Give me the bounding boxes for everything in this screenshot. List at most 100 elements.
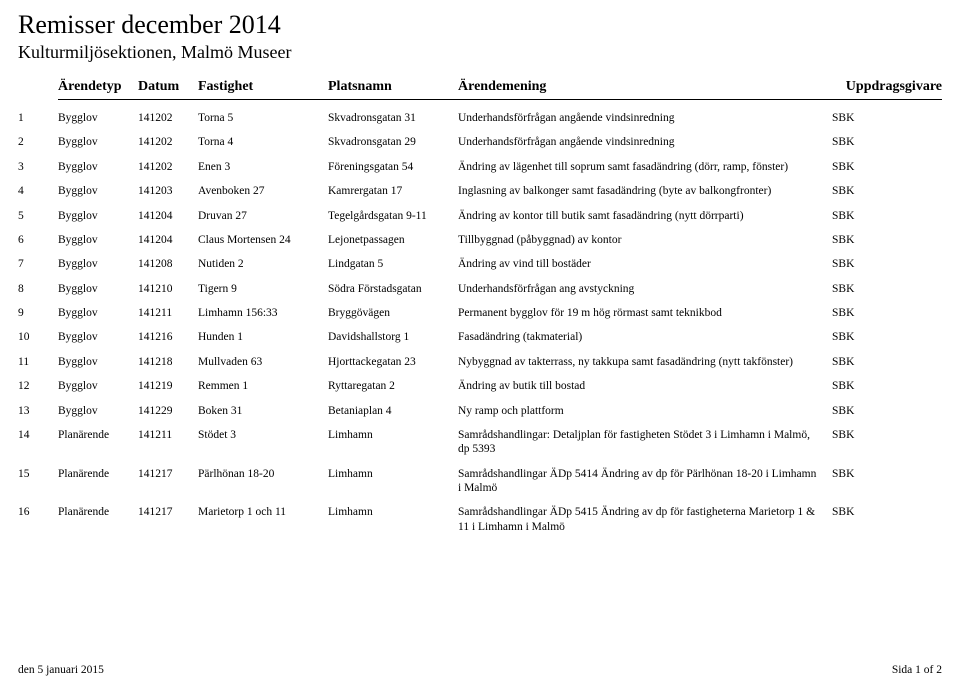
row-description: Samrådshandlingar: Detaljplan för fastig… (458, 428, 828, 457)
row-date: 141229 (138, 404, 198, 418)
row-client: SBK (828, 257, 942, 271)
row-property: Boken 31 (198, 404, 328, 418)
row-place: Tegelgårdsgatan 9-11 (328, 209, 458, 223)
row-number: 5 (18, 209, 58, 223)
row-type: Bygglov (58, 306, 138, 320)
row-place: Limhamn (328, 428, 458, 442)
row-property: Avenboken 27 (198, 184, 328, 198)
row-number: 1 (18, 111, 58, 125)
row-date: 141219 (138, 379, 198, 393)
row-date: 141216 (138, 330, 198, 344)
row-description: Samrådshandlingar ÄDp 5415 Ändring av dp… (458, 505, 828, 534)
row-type: Bygglov (58, 233, 138, 247)
row-date: 141204 (138, 209, 198, 223)
footer-date: den 5 januari 2015 (18, 664, 104, 676)
row-client: SBK (828, 160, 942, 174)
row-description: Fasadändring (takmaterial) (458, 330, 828, 344)
row-place: Hjorttackegatan 23 (328, 355, 458, 369)
row-place: Skvadronsgatan 29 (328, 135, 458, 149)
header-date: Datum (138, 79, 198, 95)
row-type: Bygglov (58, 355, 138, 369)
header-property: Fastighet (198, 79, 328, 95)
table-body: 1Bygglov141202Torna 5Skvadronsgatan 31Un… (18, 106, 942, 539)
row-client: SBK (828, 355, 942, 369)
row-type: Planärende (58, 467, 138, 481)
row-property: Torna 4 (198, 135, 328, 149)
row-property: Nutiden 2 (198, 257, 328, 271)
row-number: 12 (18, 379, 58, 393)
row-place: Föreningsgatan 54 (328, 160, 458, 174)
row-type: Bygglov (58, 160, 138, 174)
row-description: Ändring av butik till bostad (458, 379, 828, 393)
table-row: 6Bygglov141204Claus Mortensen 24Lejonetp… (18, 228, 942, 252)
row-number: 6 (18, 233, 58, 247)
row-date: 141202 (138, 160, 198, 174)
table-row: 5Bygglov141204Druvan 27Tegelgårdsgatan 9… (18, 204, 942, 228)
header-type: Ärendetyp (58, 79, 138, 95)
row-date: 141211 (138, 428, 198, 442)
row-property: Enen 3 (198, 160, 328, 174)
row-client: SBK (828, 404, 942, 418)
row-place: Limhamn (328, 505, 458, 519)
row-description: Ändring av kontor till butik samt fasadä… (458, 209, 828, 223)
row-client: SBK (828, 111, 942, 125)
row-date: 141217 (138, 505, 198, 519)
row-description: Permanent bygglov för 19 m hög rörmast s… (458, 306, 828, 320)
row-number: 11 (18, 355, 58, 369)
row-number: 9 (18, 306, 58, 320)
row-date: 141202 (138, 111, 198, 125)
row-type: Bygglov (58, 209, 138, 223)
page-title: Remisser december 2014 (18, 10, 942, 40)
row-description: Ändring av vind till bostäder (458, 257, 828, 271)
table-row: 7Bygglov141208Nutiden 2Lindgatan 5Ändrin… (18, 252, 942, 276)
row-type: Bygglov (58, 184, 138, 198)
row-number: 15 (18, 467, 58, 481)
row-number: 3 (18, 160, 58, 174)
row-date: 141210 (138, 282, 198, 296)
row-place: Södra Förstadsgatan (328, 282, 458, 296)
row-place: Bryggövägen (328, 306, 458, 320)
table-row: 12Bygglov141219Remmen 1Ryttaregatan 2Änd… (18, 374, 942, 398)
row-number: 10 (18, 330, 58, 344)
row-date: 141204 (138, 233, 198, 247)
row-date: 141203 (138, 184, 198, 198)
row-property: Torna 5 (198, 111, 328, 125)
row-description: Underhandsförfrågan angående vindsinredn… (458, 111, 828, 125)
row-description: Samrådshandlingar ÄDp 5414 Ändring av dp… (458, 467, 828, 496)
row-place: Kamrergatan 17 (328, 184, 458, 198)
row-property: Marietorp 1 och 11 (198, 505, 328, 519)
row-type: Bygglov (58, 111, 138, 125)
table-row: 3Bygglov141202Enen 3Föreningsgatan 54Änd… (18, 155, 942, 179)
row-date: 141218 (138, 355, 198, 369)
row-number: 2 (18, 135, 58, 149)
row-client: SBK (828, 505, 942, 519)
row-number: 7 (18, 257, 58, 271)
row-description: Underhandsförfrågan ang avstyckning (458, 282, 828, 296)
row-property: Stödet 3 (198, 428, 328, 442)
row-client: SBK (828, 233, 942, 247)
table-row: 2Bygglov141202Torna 4Skvadronsgatan 29Un… (18, 130, 942, 154)
row-number: 4 (18, 184, 58, 198)
row-number: 14 (18, 428, 58, 442)
header-place: Platsnamn (328, 79, 458, 95)
row-type: Bygglov (58, 282, 138, 296)
row-property: Tigern 9 (198, 282, 328, 296)
row-type: Planärende (58, 428, 138, 442)
row-type: Planärende (58, 505, 138, 519)
page: Remisser december 2014 Kulturmiljösektio… (0, 0, 960, 682)
footer-page: Sida 1 of 2 (892, 664, 942, 676)
row-date: 141202 (138, 135, 198, 149)
table-row: 10Bygglov141216Hunden 1Davidshallstorg 1… (18, 325, 942, 349)
row-property: Hunden 1 (198, 330, 328, 344)
row-place: Betaniaplan 4 (328, 404, 458, 418)
row-number: 13 (18, 404, 58, 418)
row-place: Skvadronsgatan 31 (328, 111, 458, 125)
table-row: 9Bygglov141211Limhamn 156:33BryggövägenP… (18, 301, 942, 325)
row-client: SBK (828, 184, 942, 198)
row-description: Tillbyggnad (påbyggnad) av kontor (458, 233, 828, 247)
table-row: 14Planärende141211Stödet 3LimhamnSamråds… (18, 423, 942, 462)
table-row: 1Bygglov141202Torna 5Skvadronsgatan 31Un… (18, 106, 942, 130)
row-date: 141217 (138, 467, 198, 481)
row-date: 141211 (138, 306, 198, 320)
row-client: SBK (828, 467, 942, 481)
